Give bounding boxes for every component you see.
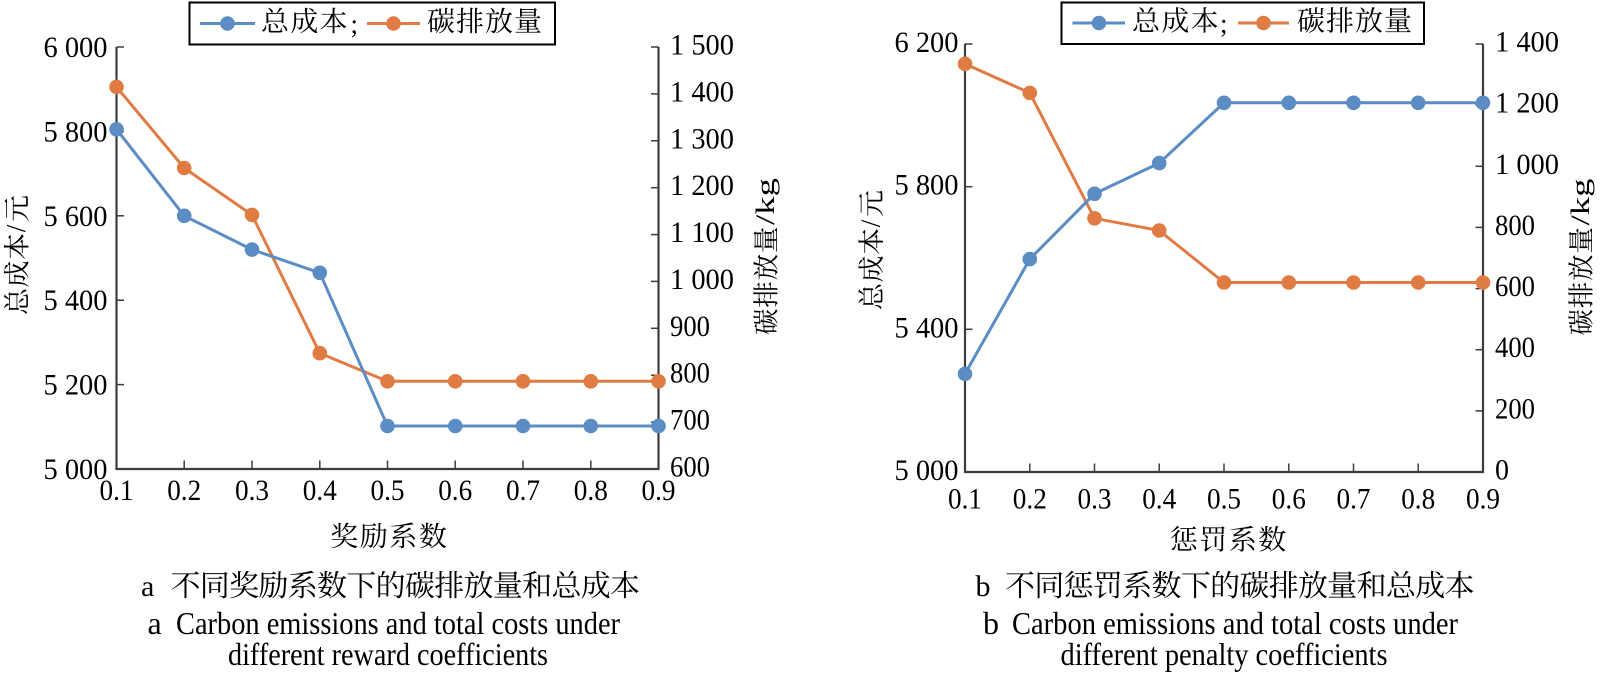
svg-text:a: a xyxy=(141,570,154,603)
svg-text:0.6: 0.6 xyxy=(1272,482,1306,515)
svg-text:900: 900 xyxy=(670,310,710,343)
svg-text:0.2: 0.2 xyxy=(167,474,201,507)
svg-text:/: / xyxy=(856,219,886,227)
svg-text:5 200: 5 200 xyxy=(44,369,108,402)
svg-text:/kg: /kg xyxy=(750,178,780,225)
svg-text:0.7: 0.7 xyxy=(506,474,540,507)
svg-text:0.6: 0.6 xyxy=(438,474,472,507)
svg-text:800: 800 xyxy=(1495,209,1535,242)
svg-text:1 500: 1 500 xyxy=(670,29,734,62)
svg-text:0.9: 0.9 xyxy=(642,474,676,507)
svg-text:0.1: 0.1 xyxy=(100,474,134,507)
svg-text:6 200: 6 200 xyxy=(895,26,959,59)
svg-text:different penalty coefficients: different penalty coefficients xyxy=(1061,636,1388,672)
svg-text:1 400: 1 400 xyxy=(1495,26,1559,59)
svg-text:0.9: 0.9 xyxy=(1466,482,1500,515)
svg-text:0.2: 0.2 xyxy=(1013,482,1047,515)
svg-text:0.4: 0.4 xyxy=(303,474,337,507)
svg-text:/kg: /kg xyxy=(1565,179,1595,226)
svg-text:5 400: 5 400 xyxy=(895,311,959,344)
svg-text:Carbon emissions and total cos: Carbon emissions and total costs under xyxy=(176,605,620,641)
svg-text:200: 200 xyxy=(1495,392,1535,425)
svg-text:1 100: 1 100 xyxy=(670,216,734,249)
svg-text:0: 0 xyxy=(1495,454,1509,487)
svg-text:0.3: 0.3 xyxy=(235,474,269,507)
svg-text:0.8: 0.8 xyxy=(574,474,608,507)
svg-text:/: / xyxy=(1,224,31,232)
svg-text:Carbon emissions and total cos: Carbon emissions and total costs under xyxy=(1012,605,1458,641)
svg-text:5 800: 5 800 xyxy=(44,115,108,148)
svg-text:5 000: 5 000 xyxy=(44,453,108,486)
svg-text:;: ; xyxy=(1220,9,1228,39)
svg-text:1 400: 1 400 xyxy=(670,75,734,108)
svg-text:0.1: 0.1 xyxy=(948,482,982,515)
svg-text:b: b xyxy=(983,605,999,641)
svg-text:5 800: 5 800 xyxy=(895,169,959,202)
svg-text:600: 600 xyxy=(1495,270,1535,303)
svg-text:600: 600 xyxy=(670,451,710,484)
svg-text:400: 400 xyxy=(1495,331,1535,364)
svg-text:0.3: 0.3 xyxy=(1078,482,1112,515)
svg-text:6 000: 6 000 xyxy=(44,31,108,64)
svg-text:1 000: 1 000 xyxy=(670,263,734,296)
svg-text:1 000: 1 000 xyxy=(1495,148,1559,181)
svg-text:;: ; xyxy=(351,9,359,39)
svg-text:0.7: 0.7 xyxy=(1337,482,1371,515)
svg-text:800: 800 xyxy=(670,357,710,390)
svg-text:0.4: 0.4 xyxy=(1142,482,1176,515)
svg-text:0.5: 0.5 xyxy=(1207,482,1241,515)
svg-text:0.5: 0.5 xyxy=(371,474,405,507)
svg-text:1 200: 1 200 xyxy=(1495,87,1559,120)
svg-text:b: b xyxy=(976,570,991,603)
svg-text:700: 700 xyxy=(670,404,710,437)
svg-text:5 600: 5 600 xyxy=(44,200,108,233)
svg-text:5 400: 5 400 xyxy=(44,284,108,317)
svg-text:1 300: 1 300 xyxy=(670,122,734,155)
svg-text:1 200: 1 200 xyxy=(670,169,734,202)
svg-text:0.8: 0.8 xyxy=(1401,482,1435,515)
svg-text:a: a xyxy=(148,605,162,641)
svg-text:5 000: 5 000 xyxy=(895,454,959,487)
svg-text:different reward coefficients: different reward coefficients xyxy=(228,636,548,672)
